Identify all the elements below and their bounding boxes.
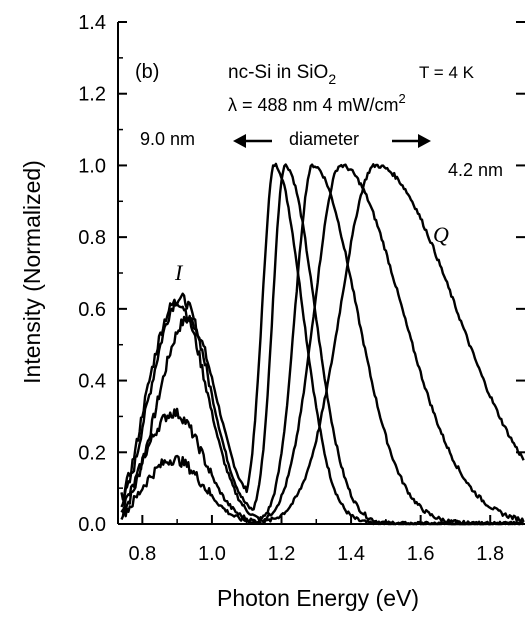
y-tick-label: 0.4	[78, 371, 106, 393]
arrow-right-icon	[392, 134, 431, 148]
excitation-main: λ = 488 nm 4 mW/cm	[228, 95, 399, 115]
y-tick-label: 1.2	[78, 84, 106, 106]
y-tick-label: 0.0	[78, 514, 106, 536]
spectrum-curve-4	[120, 163, 525, 525]
x-axis-title: Photon Energy (eV)	[217, 585, 419, 611]
y-tick-label: 0.2	[78, 442, 106, 464]
sample-title-subscript: 2	[328, 71, 336, 87]
x-tick-label: 1.0	[198, 543, 226, 565]
x-tick-label: 1.8	[476, 543, 504, 565]
y-tick-label: 0.6	[78, 299, 106, 321]
y-tick-label: 1.0	[78, 155, 106, 177]
sample-title-main: nc-Si in SiO	[228, 62, 328, 83]
excitation-label: λ = 488 nm 4 mW/cm2	[228, 91, 406, 115]
x-tick-label: 1.6	[407, 543, 435, 565]
peak-I-label: I	[174, 260, 184, 285]
spectrum-curve-3	[120, 163, 525, 526]
diameter-label: diameter	[289, 129, 359, 149]
spectrum-curve-2	[120, 163, 524, 526]
excitation-superscript: 2	[399, 91, 406, 106]
spectrum-curve-5	[120, 163, 525, 525]
peak-Q-label: Q	[433, 222, 449, 247]
y-tick-label: 1.4	[78, 12, 106, 34]
panel-label: (b)	[135, 61, 159, 83]
x-tick-label: 1.4	[337, 543, 365, 565]
size-left-label: 9.0 nm	[140, 129, 195, 149]
temperature-label: T = 4 K	[419, 63, 475, 82]
x-tick-label: 1.2	[268, 543, 296, 565]
spectra-curves	[120, 162, 525, 526]
y-tick-label: 0.8	[78, 227, 106, 249]
arrow-left-icon	[233, 134, 272, 148]
x-tick-label: 0.8	[128, 543, 156, 565]
size-right-label: 4.2 nm	[448, 160, 503, 180]
spectrum-curve-1	[120, 162, 525, 526]
y-axis-title: Intensity (Normalized)	[19, 160, 45, 384]
ticks: 0.0 0.2 0.4 0.6 0.8 1.0 1.2 1.4 0.8 1.0 1.2 1.4 1.6 1…	[78, 12, 525, 565]
sample-title: nc-Si in SiO2	[228, 62, 336, 87]
